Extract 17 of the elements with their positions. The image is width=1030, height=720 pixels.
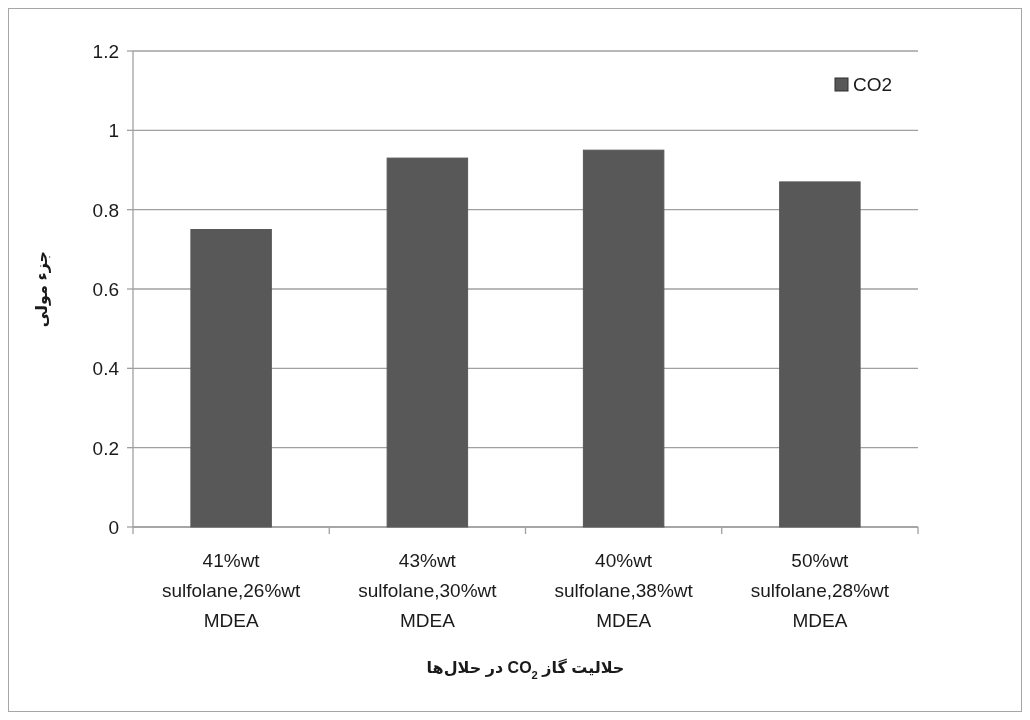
legend-label: CO2 — [853, 74, 893, 95]
y-tick-label: 0.6 — [92, 279, 119, 300]
y-tick-label: 0.4 — [92, 358, 120, 380]
y-tick-label: 0.2 — [92, 437, 119, 459]
bar — [582, 149, 665, 528]
bar — [779, 181, 861, 528]
y-tick-label: 1 — [108, 120, 119, 142]
x-tick-label: 41%wt sulfolane,26%wt MDEA — [161, 550, 302, 631]
x-tick-label: 50%wt sulfolane,28%wt MDEA — [750, 550, 890, 631]
y-tick-label: 1.2 — [92, 41, 119, 62]
y-tick-label: 0.8 — [92, 199, 119, 221]
x-tick-label: 43%wt sulfolane,30%wt MDEA — [358, 550, 498, 631]
y-axis-title: جزء مولی — [33, 250, 51, 328]
x-tick-label: 40%wt sulfolane,38%wt MDEA — [554, 550, 694, 631]
bar — [190, 229, 272, 528]
bar — [386, 157, 469, 528]
y-tick-label: 0 — [108, 517, 119, 538]
